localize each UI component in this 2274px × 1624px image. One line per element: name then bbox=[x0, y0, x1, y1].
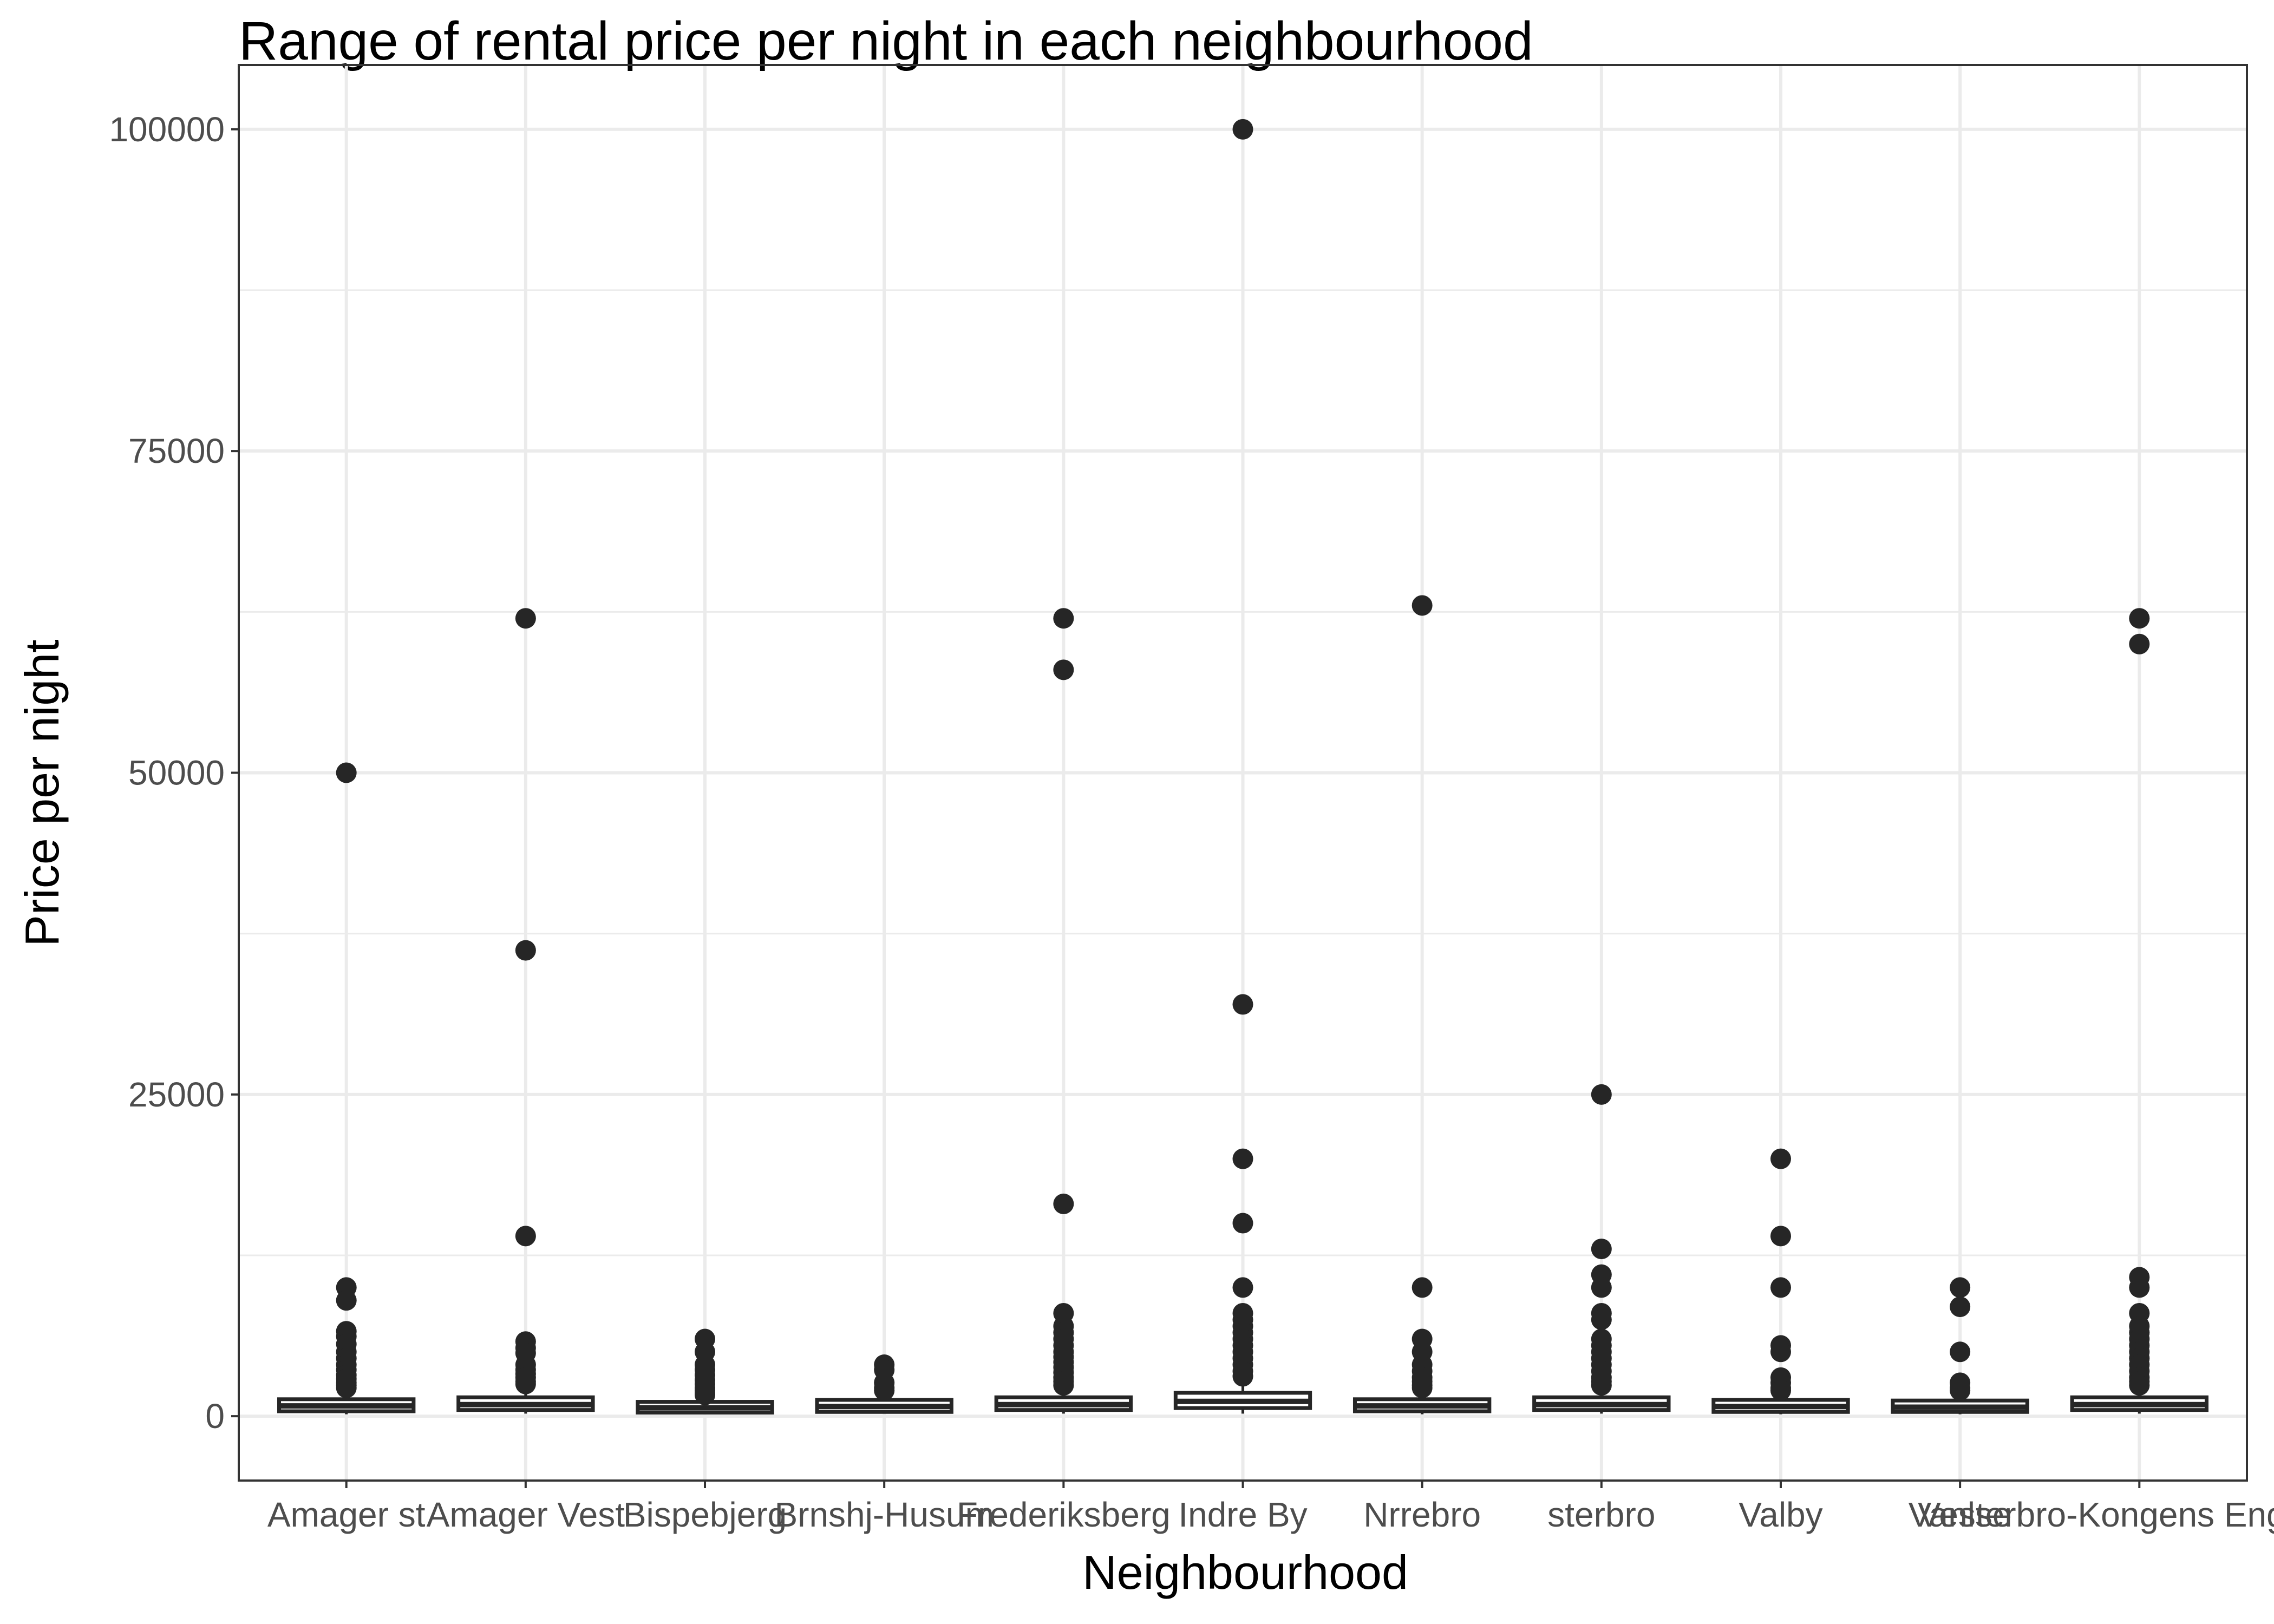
outlier-point bbox=[1770, 1277, 1791, 1298]
outlier-point bbox=[336, 1377, 357, 1398]
y-axis: 0 25000 50000 75000 100000 bbox=[109, 110, 239, 1436]
box-group bbox=[456, 608, 595, 1414]
box-group bbox=[1173, 119, 1312, 1414]
outlier-point bbox=[1232, 1213, 1253, 1234]
y-tick-label: 100000 bbox=[109, 110, 225, 149]
outlier-point bbox=[515, 1226, 536, 1247]
outlier-point bbox=[1053, 1375, 1074, 1396]
boxes bbox=[277, 119, 2208, 1415]
y-tick-label: 75000 bbox=[128, 431, 225, 470]
box-group bbox=[1711, 1148, 1850, 1415]
outlier-point bbox=[2129, 633, 2150, 654]
outlier-point bbox=[336, 1290, 357, 1311]
outlier-point bbox=[515, 608, 536, 629]
outlier-point bbox=[1232, 1148, 1253, 1169]
x-tick-label: sterbro bbox=[1547, 1495, 1655, 1534]
x-tick-label: Vanlse bbox=[1909, 1495, 2012, 1534]
outlier-point bbox=[1770, 1341, 1791, 1363]
x-tick-label: Indre By bbox=[1178, 1495, 1307, 1534]
x-tick-label: Amager st bbox=[267, 1495, 426, 1534]
outlier-point bbox=[2129, 608, 2150, 629]
outlier-point bbox=[695, 1384, 716, 1405]
outlier-point bbox=[1412, 595, 1433, 616]
chart-title: Range of rental price per night in each … bbox=[239, 11, 1533, 71]
box-group bbox=[994, 608, 1133, 1414]
x-tick-label: Vesterbro-Kongens Enghave bbox=[1918, 1495, 2274, 1534]
outlier-point bbox=[2129, 1277, 2150, 1298]
x-tick-label: Nrrebro bbox=[1363, 1495, 1481, 1534]
outlier-point bbox=[336, 762, 357, 783]
outlier-point bbox=[1770, 1148, 1791, 1169]
box-group bbox=[815, 1354, 953, 1414]
outlier-point bbox=[2129, 1375, 2150, 1396]
outlier-point bbox=[1053, 659, 1074, 680]
x-tick-label: Frederiksberg bbox=[957, 1495, 1171, 1534]
box-group bbox=[277, 762, 416, 1415]
outlier-point bbox=[1232, 119, 1253, 140]
outlier-point bbox=[1591, 1084, 1612, 1105]
x-tick-label: Amager Vest bbox=[427, 1495, 625, 1534]
x-tick-label: Bispebjerg bbox=[623, 1495, 787, 1534]
box-group bbox=[1532, 1084, 1671, 1414]
outlier-point bbox=[1412, 1377, 1433, 1398]
outlier-point bbox=[1591, 1375, 1612, 1396]
outlier-point bbox=[1591, 1309, 1612, 1330]
outlier-point bbox=[1053, 1193, 1074, 1214]
outlier-point bbox=[1950, 1380, 1971, 1401]
outlier-point bbox=[1232, 1366, 1253, 1387]
panel-border bbox=[238, 64, 2248, 1482]
outlier-point bbox=[515, 940, 536, 961]
outlier-point bbox=[1053, 608, 1074, 629]
x-tick-label: Valby bbox=[1739, 1495, 1822, 1534]
outlier-point bbox=[1950, 1341, 1971, 1363]
x-tick-label: Brnshj-Husum bbox=[774, 1495, 994, 1534]
y-tick-label: 25000 bbox=[128, 1075, 225, 1114]
box-group bbox=[2070, 608, 2208, 1414]
outlier-point bbox=[1770, 1380, 1791, 1401]
y-tick-label: 50000 bbox=[128, 754, 225, 793]
outlier-point bbox=[1591, 1277, 1612, 1298]
outlier-point bbox=[1591, 1239, 1612, 1260]
x-axis: Amager st Amager VestBispebjergBrnshj-Hus… bbox=[267, 1481, 2274, 1534]
x-axis-title: Neighbourhood bbox=[1082, 1546, 1408, 1599]
outlier-point bbox=[1412, 1277, 1433, 1298]
outlier-point bbox=[1232, 994, 1253, 1015]
box-group bbox=[1352, 595, 1492, 1415]
outlier-point bbox=[1950, 1277, 1971, 1298]
outlier-point bbox=[1232, 1277, 1253, 1298]
y-tick-label: 0 bbox=[205, 1397, 225, 1436]
outlier-point bbox=[515, 1373, 536, 1394]
box-group bbox=[1891, 1277, 2029, 1415]
outlier-point bbox=[1950, 1296, 1971, 1318]
outlier-point bbox=[1770, 1226, 1791, 1247]
y-axis-title: Price per night bbox=[15, 639, 69, 946]
outlier-point bbox=[874, 1380, 895, 1401]
box-group bbox=[636, 1328, 774, 1415]
